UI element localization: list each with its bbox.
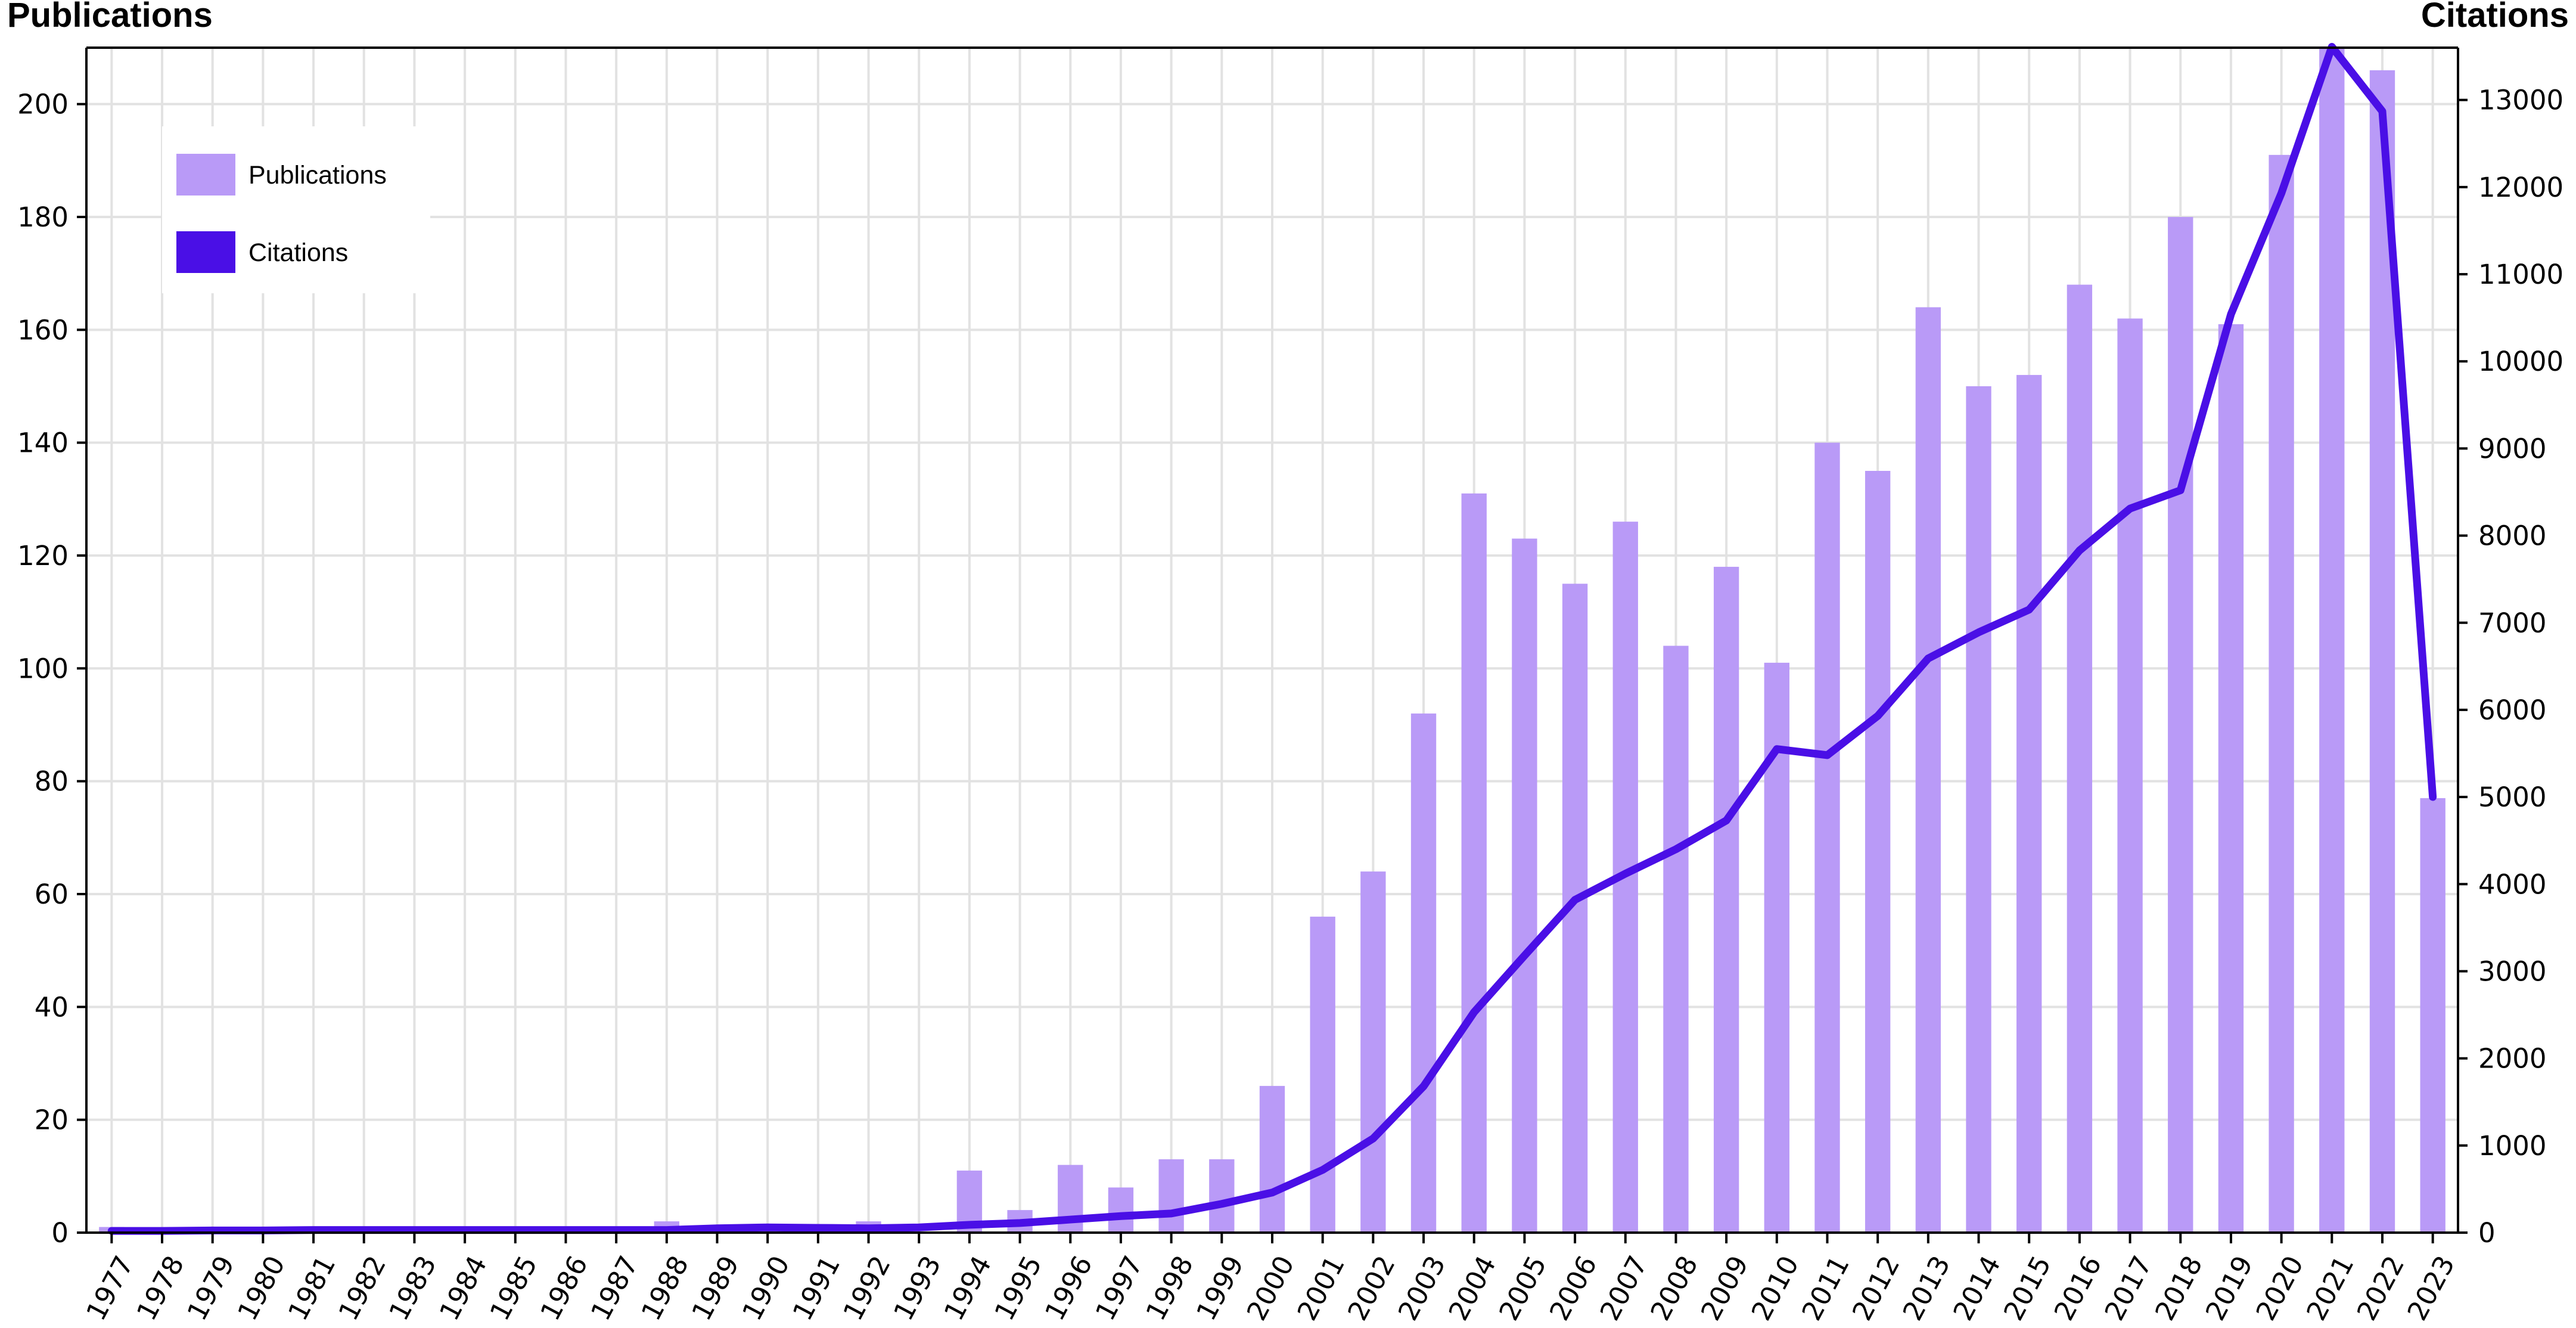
right-tick-label: 12000 [2478,172,2563,203]
bar-publications [1663,646,1689,1233]
bar-publications [1259,1085,1285,1233]
bar-publications [2016,375,2042,1233]
bar-publications [1512,538,1537,1233]
bar-publications [1108,1187,1134,1233]
bar-publications [1865,471,1891,1233]
right-tick-label: 1000 [2478,1130,2547,1162]
bar-publications [1158,1159,1184,1233]
left-tick-label: 120 [17,540,69,572]
bar-publications [1915,307,1941,1233]
right-tick-label: 9000 [2478,433,2547,464]
right-tick-label: 7000 [2478,607,2547,639]
bar-publications [1966,386,1991,1233]
bar-publications [1713,566,1739,1233]
bar-publications [2269,154,2294,1233]
bar-publications [1410,713,1437,1233]
left-axis-ticks: 0 20 40 60 80 100 120 140 160 180 200 [17,89,86,1249]
left-tick-label: 60 [35,879,69,910]
left-tick-label: 20 [35,1104,69,1136]
right-tick-label: 5000 [2478,781,2547,813]
bar-publications [2168,217,2193,1233]
citations-line-group [107,43,2437,1235]
legend-label-citations: Citations [248,238,348,267]
bar-publications [1360,871,1386,1233]
bar-publications [1461,493,1487,1233]
bar-publications [1310,916,1335,1233]
legend: Publications Citations [162,126,430,293]
bar-publications [2420,798,2446,1233]
left-tick-label: 180 [17,201,69,233]
left-axis-title: Publications [7,0,213,35]
left-tick-label: 0 [51,1217,69,1249]
right-tick-label: 3000 [2478,955,2547,987]
right-tick-label: 2000 [2478,1043,2547,1075]
left-tick-label: 100 [17,653,69,684]
legend-swatch-publications [176,154,235,196]
right-tick-label: 8000 [2478,520,2547,552]
right-tick-label: 13000 [2478,85,2563,116]
left-tick-label: 200 [17,89,69,120]
right-tick-label: 4000 [2478,868,2547,900]
right-tick-label: 10000 [2478,346,2563,377]
bar-publications [1209,1159,1235,1233]
right-tick-label: 11000 [2478,259,2563,290]
right-axis-ticks: 0 1000 2000 3000 4000 5000 6000 7000 8000 9000 100… [2458,85,2563,1249]
bar-publications [2067,284,2093,1233]
bar-publications [2319,48,2345,1233]
right-tick-label: 6000 [2478,694,2547,726]
left-tick-label: 40 [35,991,69,1023]
left-tick-label: 140 [17,427,69,459]
right-axis-title: Citations [2421,0,2569,35]
bar-publications [2218,324,2244,1233]
legend-label-publications: Publications [248,161,387,190]
legend-swatch-citations [176,231,235,273]
bar-publications [2117,318,2143,1233]
left-tick-label: 80 [35,766,69,798]
bar-publications [1814,442,1840,1233]
left-tick-label: 160 [17,314,69,346]
right-tick-label: 0 [2478,1217,2496,1249]
line-citations [107,43,2437,1235]
